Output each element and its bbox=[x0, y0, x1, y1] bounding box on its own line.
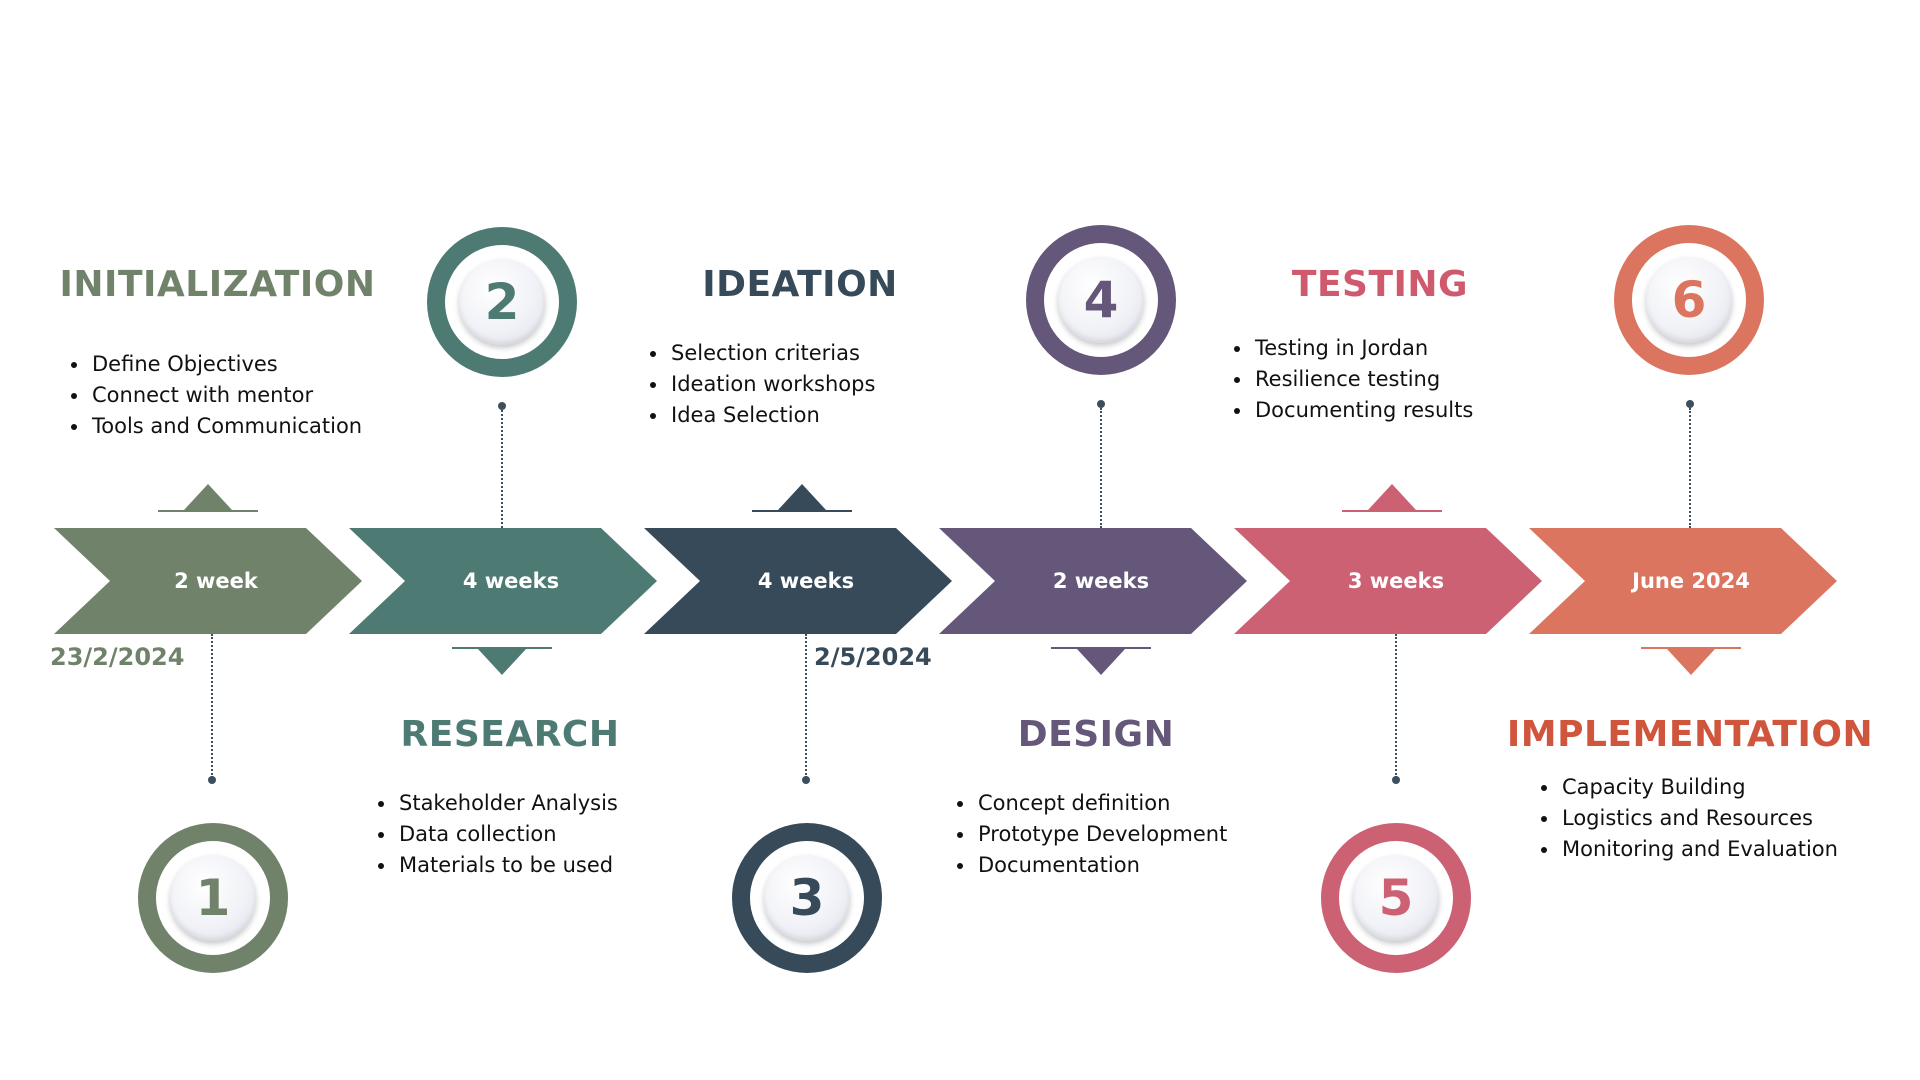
phase-4-connector-dot bbox=[1097, 400, 1105, 408]
phase-2-connector-dot bbox=[498, 402, 506, 410]
phase-5-task-list: Testing in Jordan Resilience testing Doc… bbox=[1231, 333, 1473, 426]
list-item: Resilience testing bbox=[1253, 364, 1473, 395]
phase-3-title: IDEATION bbox=[702, 264, 898, 305]
phase-2-number-circle: 2 bbox=[427, 227, 577, 377]
phase-5-number: 5 bbox=[1353, 855, 1439, 941]
phase-6-connector-dot bbox=[1686, 400, 1694, 408]
phase-2-down-marker bbox=[452, 647, 552, 675]
list-item: Documenting results bbox=[1253, 395, 1473, 426]
phase-4-down-marker bbox=[1051, 647, 1151, 675]
phase-4-duration: 2 weeks bbox=[1052, 569, 1150, 593]
list-item: Data collection bbox=[397, 819, 618, 850]
list-item: Prototype Development bbox=[976, 819, 1227, 850]
phase-4-task-list: Concept definition Prototype Development… bbox=[954, 788, 1227, 881]
phase-6-arrow: June 2024 bbox=[1529, 528, 1837, 634]
phase-6-task-list: Capacity Building Logistics and Resource… bbox=[1538, 772, 1838, 865]
phase-2-duration: 4 weeks bbox=[462, 569, 560, 593]
phase-5-duration: 3 weeks bbox=[1347, 569, 1445, 593]
phase-6-down-marker bbox=[1641, 647, 1741, 675]
phase-1-chevron bbox=[54, 528, 362, 634]
list-item: Logistics and Resources bbox=[1560, 803, 1838, 834]
list-item: Documentation bbox=[976, 850, 1227, 881]
list-item: Materials to be used bbox=[397, 850, 618, 881]
list-item: Monitoring and Evaluation bbox=[1560, 834, 1838, 865]
phase-6-number: 6 bbox=[1646, 257, 1732, 343]
list-item: Testing in Jordan bbox=[1253, 333, 1473, 364]
milestone-date: 2/5/2024 bbox=[814, 643, 932, 671]
phase-1-connector-dot bbox=[208, 776, 216, 784]
phase-5-connector-line bbox=[1395, 634, 1397, 778]
list-item: Define Objectives bbox=[90, 349, 362, 380]
phase-1-number-circle: 1 bbox=[138, 823, 288, 973]
phase-6-title: IMPLEMENTATION bbox=[1506, 714, 1874, 755]
phase-6-duration: June 2024 bbox=[1632, 569, 1750, 593]
phase-6-connector-line bbox=[1689, 408, 1691, 528]
phase-3-number: 3 bbox=[764, 855, 850, 941]
phase-2-arrow: 4 weeks bbox=[349, 528, 657, 634]
phase-4-title: DESIGN bbox=[1017, 714, 1175, 755]
phase-2-connector-line bbox=[501, 410, 503, 528]
list-item: Selection criterias bbox=[669, 338, 875, 369]
phase-2-number: 2 bbox=[459, 259, 545, 345]
phase-3-connector-dot bbox=[802, 776, 810, 784]
phase-5-connector-dot bbox=[1392, 776, 1400, 784]
list-item: Concept definition bbox=[976, 788, 1227, 819]
phase-5-chevron bbox=[1234, 528, 1542, 634]
phase-1-number: 1 bbox=[170, 855, 256, 941]
phase-1-arrow: 2 week bbox=[54, 528, 362, 634]
phase-2-title: RESEARCH bbox=[400, 714, 620, 755]
phase-5-up-marker bbox=[1342, 484, 1442, 512]
phase-3-arrow: 4 weeks bbox=[644, 528, 952, 634]
phase-3-task-list: Selection criterias Ideation workshops I… bbox=[647, 338, 875, 431]
list-item: Connect with mentor bbox=[90, 380, 362, 411]
phase-6-number-circle: 6 bbox=[1614, 225, 1764, 375]
list-item: Stakeholder Analysis bbox=[397, 788, 618, 819]
phase-3-chevron bbox=[644, 528, 952, 634]
list-item: Ideation workshops bbox=[669, 369, 875, 400]
phase-5-arrow: 3 weeks bbox=[1234, 528, 1542, 634]
phase-5-number-circle: 5 bbox=[1321, 823, 1471, 973]
phase-4-number-circle: 4 bbox=[1026, 225, 1176, 375]
phase-2-chevron bbox=[349, 528, 657, 634]
phase-1-connector-line bbox=[211, 634, 213, 778]
phase-1-title: INITIALIZATION bbox=[59, 264, 376, 305]
phase-4-arrow: 2 weeks bbox=[939, 528, 1247, 634]
phase-6-chevron bbox=[1529, 528, 1837, 634]
list-item: Tools and Communication bbox=[90, 411, 362, 442]
phase-4-chevron bbox=[939, 528, 1247, 634]
phase-3-connector-line bbox=[805, 634, 807, 778]
list-item: Idea Selection bbox=[669, 400, 875, 431]
phase-4-number: 4 bbox=[1058, 257, 1144, 343]
list-item: Capacity Building bbox=[1560, 772, 1838, 803]
phase-1-up-marker bbox=[158, 484, 258, 512]
phase-3-number-circle: 3 bbox=[732, 823, 882, 973]
phase-1-duration: 2 week bbox=[174, 569, 258, 593]
phase-4-connector-line bbox=[1100, 408, 1102, 528]
start-date: 23/2/2024 bbox=[50, 643, 185, 671]
phase-3-duration: 4 weeks bbox=[757, 569, 855, 593]
phase-2-task-list: Stakeholder Analysis Data collection Mat… bbox=[375, 788, 618, 881]
phase-1-task-list: Define Objectives Connect with mentor To… bbox=[68, 349, 362, 442]
phase-3-up-marker bbox=[752, 484, 852, 512]
phase-5-title: TESTING bbox=[1291, 264, 1469, 305]
